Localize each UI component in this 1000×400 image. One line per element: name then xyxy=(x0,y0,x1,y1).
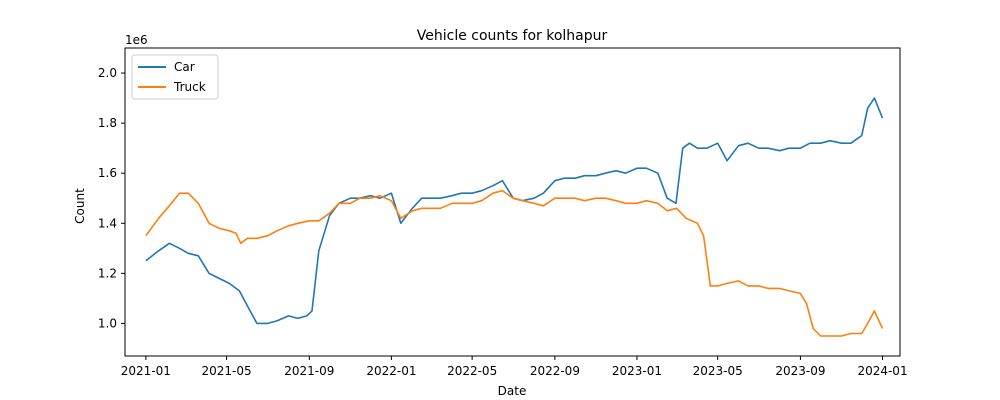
x-tick-label: 2023-09 xyxy=(775,364,825,378)
y-tick-label: 1.2 xyxy=(98,266,117,280)
x-tick-label: 2022-09 xyxy=(530,364,580,378)
y-tick-label: 1.6 xyxy=(98,166,117,180)
y-tick-label: 1.0 xyxy=(98,316,117,330)
x-tick-label: 2023-01 xyxy=(612,364,662,378)
plot-frame xyxy=(124,47,901,357)
x-tick-label: 2021-01 xyxy=(121,364,171,378)
x-tick-label: 2024-01 xyxy=(857,364,907,378)
x-tick-label: 2021-09 xyxy=(284,364,334,378)
legend-label-car: Car xyxy=(174,60,195,74)
y-axis-label: Count xyxy=(73,188,87,224)
chart-title: Vehicle counts for kolhapur xyxy=(417,28,608,44)
x-tick-label: 2023-05 xyxy=(693,364,743,378)
y-tick-label: 1.8 xyxy=(98,116,117,130)
y-tick-label: 2.0 xyxy=(98,66,117,80)
series-line-truck xyxy=(145,189,884,337)
plot-area: 1.0 1.2 1.4 1.6 1.8 2.0 2021-01 2021-05 2021-09 2… xyxy=(98,47,908,378)
legend-label-truck: Truck xyxy=(173,80,206,94)
x-tick-label: 2021-05 xyxy=(202,364,252,378)
y-offset-label: 1e6 xyxy=(125,33,148,47)
x-axis-label: Date xyxy=(498,384,527,398)
legend: Car Truck xyxy=(131,54,219,100)
x-tick-label: 2022-05 xyxy=(447,364,497,378)
y-tick-label: 1.4 xyxy=(98,216,117,230)
x-tick-label: 2022-01 xyxy=(366,364,416,378)
